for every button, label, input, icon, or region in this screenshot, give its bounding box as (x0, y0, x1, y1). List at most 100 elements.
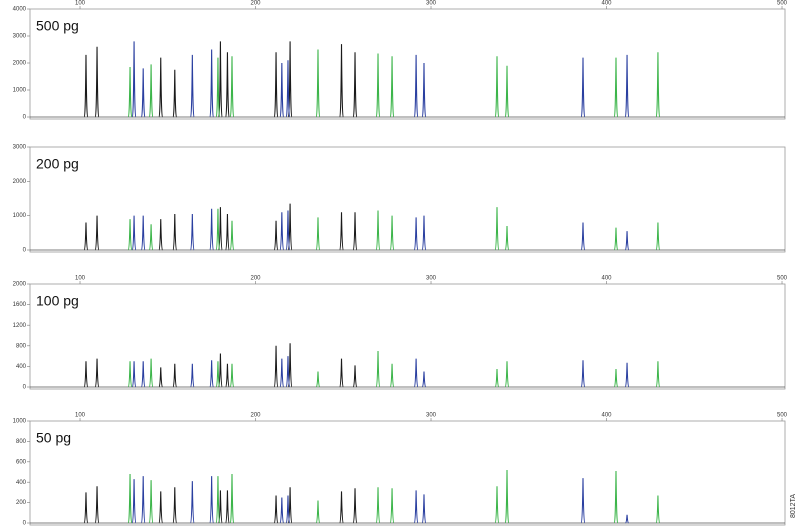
peak (127, 474, 133, 524)
y-tick-label: 0 (23, 385, 27, 391)
y-tick-label: 800 (16, 439, 27, 445)
peak (172, 363, 177, 388)
peak (215, 476, 221, 524)
peak (352, 365, 358, 388)
peak (94, 46, 100, 118)
panel-frame (29, 8, 786, 120)
peak (315, 500, 321, 524)
peak (413, 54, 419, 118)
x-tick-label: 200 (251, 1, 262, 7)
peak (158, 57, 163, 118)
y-tick-label: 4000 (13, 7, 27, 13)
peak (352, 52, 358, 118)
peak (315, 217, 321, 251)
peak (209, 49, 214, 118)
peak (279, 358, 284, 388)
peak (225, 213, 230, 251)
peak (504, 225, 510, 251)
peak (315, 371, 321, 388)
peak (339, 212, 344, 251)
peak (83, 492, 89, 524)
y-tick-label: 1000 (13, 213, 27, 219)
peak (148, 64, 154, 118)
peak (141, 215, 146, 251)
panel-frame (29, 420, 786, 526)
peak (127, 219, 133, 251)
peak (94, 486, 100, 524)
y-tick-label: 1000 (13, 88, 27, 94)
peak (229, 474, 235, 524)
x-tick-label: 500 (777, 1, 788, 7)
peak (504, 65, 510, 118)
peak (94, 358, 100, 388)
panel-frame (29, 146, 786, 253)
peak (389, 56, 395, 118)
figure-code: 8012TA (790, 494, 797, 518)
peak (285, 495, 291, 524)
peak (225, 52, 230, 118)
peak (273, 495, 279, 524)
peak (158, 219, 163, 251)
peak (413, 217, 419, 251)
peak (421, 371, 427, 388)
peak (273, 220, 279, 251)
peak (375, 487, 381, 524)
peak (215, 361, 221, 388)
peak (413, 490, 419, 524)
peak (285, 210, 291, 251)
peak (229, 363, 235, 388)
peak (215, 208, 221, 251)
panel-label: 200 pg (36, 156, 79, 172)
y-tick-label: 0 (23, 248, 27, 254)
peak (504, 469, 510, 524)
peak (285, 356, 291, 388)
peak (421, 494, 427, 524)
x-tick-label: 200 (251, 413, 262, 419)
peak (389, 215, 395, 251)
peak (209, 360, 214, 388)
peak (421, 62, 427, 118)
peak (190, 481, 195, 524)
peak (172, 487, 177, 524)
peak (613, 227, 619, 251)
peak (83, 222, 89, 251)
peak (131, 41, 137, 118)
peak (190, 213, 195, 251)
x-tick-label: 300 (426, 276, 437, 282)
peak (352, 212, 358, 251)
peak (624, 362, 630, 388)
x-tick-label: 100 (75, 276, 86, 282)
peak (625, 514, 629, 524)
x-tick-label: 400 (602, 276, 613, 282)
peak (613, 470, 619, 524)
peak (131, 215, 137, 251)
peak (94, 215, 100, 251)
y-tick-label: 2000 (13, 61, 27, 67)
peak (209, 208, 214, 251)
peak (225, 363, 230, 388)
x-tick-label: 300 (426, 413, 437, 419)
peak (229, 220, 235, 251)
peak (624, 54, 630, 118)
y-tick-label: 800 (16, 343, 27, 349)
y-tick-label: 3000 (13, 34, 27, 40)
peak (624, 231, 630, 251)
peak (148, 480, 154, 524)
peak (389, 488, 395, 524)
peak (375, 53, 381, 118)
peak (580, 222, 586, 251)
peak (190, 54, 195, 118)
peak (148, 358, 154, 388)
y-tick-label: 0 (23, 115, 27, 121)
peak (218, 41, 223, 118)
peak (273, 345, 279, 388)
peak (158, 367, 163, 388)
panel-label: 500 pg (36, 18, 79, 34)
peak (494, 368, 500, 388)
peak (148, 224, 154, 251)
peak (655, 495, 661, 524)
x-tick-label: 200 (251, 276, 262, 282)
peak (339, 358, 344, 388)
peak (504, 361, 510, 388)
